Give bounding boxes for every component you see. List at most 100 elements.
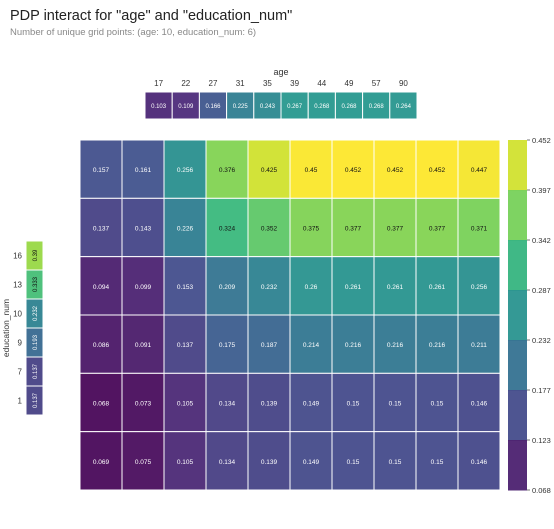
heatmap-cell (457, 256, 501, 316)
heatmap-cell-label: 0.425 (261, 167, 278, 174)
education-num-marginal-value: 0.193 (33, 334, 39, 350)
heatmap-cell-label: 0.139 (261, 401, 278, 408)
education-num-marginal-value: 0.137 (33, 392, 39, 408)
heatmap-cell (79, 139, 123, 199)
heatmap-cell-label: 0.146 (471, 401, 488, 408)
colorbar-tick-label: 0.123 (532, 436, 551, 445)
age-tick-label: 49 (345, 79, 354, 88)
colorbar-band (508, 140, 527, 191)
heatmap-cell-label: 0.143 (135, 226, 152, 233)
heatmap-cell (247, 197, 291, 258)
heatmap-cell (289, 372, 333, 433)
heatmap-cell (415, 314, 459, 374)
heatmap-cell-label: 0.105 (177, 459, 194, 466)
heatmap-cell-label: 0.15 (347, 401, 360, 408)
heatmap-cell-label: 0.447 (471, 167, 488, 174)
heatmap-cell-label: 0.216 (429, 342, 446, 349)
heatmap-cell (205, 314, 249, 374)
heatmap-cell-label: 0.377 (387, 226, 404, 233)
heatmap-cell-label: 0.15 (347, 459, 360, 466)
heatmap-cell (373, 372, 417, 433)
education-num-tick-label: 16 (13, 252, 22, 261)
age-marginal-cell (389, 91, 418, 120)
education-num-marginal-value: 0.333 (33, 276, 39, 292)
heatmap-cell-label: 0.149 (303, 401, 320, 408)
heatmap-cell (205, 431, 249, 491)
heatmap-cell-label: 0.157 (93, 167, 110, 174)
heatmap-cell (163, 256, 207, 316)
heatmap-cell (331, 372, 375, 433)
heatmap-cell-label: 0.086 (93, 342, 110, 349)
heatmap-cell-label: 0.216 (387, 342, 404, 349)
age-marginal-cell (280, 91, 309, 120)
heatmap-cell (457, 431, 501, 491)
heatmap-cell-label: 0.161 (135, 167, 152, 174)
heatmap-cell (373, 256, 417, 316)
age-marginal-value: 0.109 (178, 104, 194, 110)
heatmap-cell-label: 0.261 (429, 284, 446, 291)
heatmap-cell (163, 431, 207, 491)
education-num-tick-label: 9 (18, 339, 23, 348)
heatmap-cell-label: 0.091 (135, 342, 152, 349)
age-tick-label: 17 (154, 79, 163, 88)
heatmap-cell-label: 0.452 (345, 167, 362, 174)
heatmap-cell-label: 0.214 (303, 342, 320, 349)
heatmap-cell (331, 431, 375, 491)
education-num-tick-label: 7 (18, 368, 23, 377)
colorbar-tick-label: 0.177 (532, 386, 551, 395)
heatmap-cell-label: 0.26 (305, 284, 318, 291)
heatmap-cell-label: 0.452 (429, 167, 446, 174)
heatmap-cell-label: 0.15 (389, 459, 402, 466)
colorbar-band (508, 340, 527, 391)
age-tick-label: 39 (290, 79, 299, 88)
heatmap-cell (247, 372, 291, 433)
age-tick-label: 90 (399, 79, 408, 88)
heatmap-cell-label: 0.324 (219, 226, 236, 233)
heatmap-cell (331, 197, 375, 258)
heatmap-cell-label: 0.175 (219, 342, 236, 349)
heatmap-cell-label: 0.139 (261, 459, 278, 466)
heatmap-cell-label: 0.15 (389, 401, 402, 408)
heatmap-cell-label: 0.452 (387, 167, 404, 174)
colorbar-band (508, 190, 527, 241)
age-marginal-value: 0.166 (205, 104, 221, 110)
heatmap-cell (121, 431, 165, 491)
heatmap-cell-label: 0.099 (135, 284, 152, 291)
heatmap-cell-label: 0.261 (345, 284, 362, 291)
heatmap-cell-label: 0.187 (261, 342, 278, 349)
heatmap-cell-label: 0.068 (93, 401, 110, 408)
heatmap-cell (289, 314, 333, 374)
age-marginal-cell (226, 91, 255, 120)
heatmap-cell (205, 139, 249, 199)
heatmap-cell-label: 0.256 (471, 284, 488, 291)
age-axis-label: age (273, 67, 288, 77)
heatmap-cell (121, 372, 165, 433)
age-tick-label: 31 (236, 79, 245, 88)
heatmap-cell (289, 256, 333, 316)
heatmap-cell (121, 139, 165, 199)
heatmap-cell (289, 431, 333, 491)
education-num-tick-label: 1 (18, 397, 23, 406)
heatmap-cell (415, 256, 459, 316)
age-marginal-cell (307, 91, 336, 120)
heatmap-cell-label: 0.209 (219, 284, 236, 291)
age-marginal-value: 0.268 (369, 104, 385, 110)
heatmap-cell (205, 256, 249, 316)
interaction-heatmap: 0.157 0.161 0.256 0.376 0.425 0.45 0.452 0.452 0… (79, 139, 501, 491)
heatmap-cell (79, 256, 123, 316)
heatmap-cell-label: 0.211 (471, 342, 487, 349)
heatmap-cell-label: 0.15 (431, 401, 444, 408)
education-num-tick-label: 13 (13, 281, 22, 290)
heatmap-cell (163, 372, 207, 433)
heatmap-cell-label: 0.15 (431, 459, 444, 466)
heatmap-cell-label: 0.216 (345, 342, 362, 349)
heatmap-cell (121, 314, 165, 374)
heatmap-cell-label: 0.352 (261, 226, 278, 233)
age-marginal-value: 0.268 (314, 104, 330, 110)
age-marginal-cell (362, 91, 391, 120)
heatmap-cell-label: 0.371 (471, 226, 488, 233)
age-marginal-value: 0.103 (151, 104, 167, 110)
colorbar-band (508, 240, 527, 291)
heatmap-cell-label: 0.146 (471, 459, 488, 466)
colorbar-band (508, 290, 527, 341)
